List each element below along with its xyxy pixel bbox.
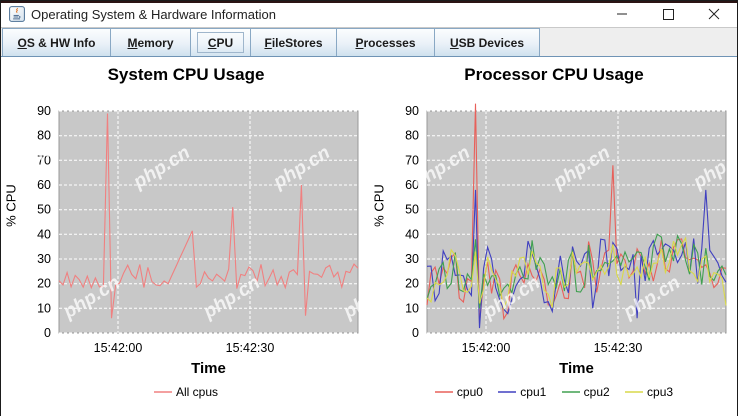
svg-text:30: 30 <box>405 252 419 266</box>
svg-text:80: 80 <box>37 129 51 143</box>
svg-text:20: 20 <box>37 277 51 291</box>
svg-text:70: 70 <box>37 153 51 167</box>
svg-text:40: 40 <box>37 227 51 241</box>
svg-text:15:42:30: 15:42:30 <box>594 341 643 355</box>
svg-text:15:42:00: 15:42:00 <box>462 341 511 355</box>
svg-text:80: 80 <box>405 129 419 143</box>
svg-text:50: 50 <box>405 203 419 217</box>
svg-text:0: 0 <box>44 326 51 340</box>
svg-text:60: 60 <box>405 178 419 192</box>
svg-text:20: 20 <box>405 277 419 291</box>
svg-text:50: 50 <box>37 203 51 217</box>
svg-text:0: 0 <box>412 326 419 340</box>
svg-text:30: 30 <box>37 252 51 266</box>
svg-text:60: 60 <box>37 178 51 192</box>
svg-text:90: 90 <box>37 104 51 118</box>
svg-text:10: 10 <box>405 301 419 315</box>
svg-text:15:42:30: 15:42:30 <box>226 341 275 355</box>
svg-text:40: 40 <box>405 227 419 241</box>
svg-text:90: 90 <box>405 104 419 118</box>
svg-text:70: 70 <box>405 153 419 167</box>
svg-text:10: 10 <box>37 301 51 315</box>
svg-text:15:42:00: 15:42:00 <box>94 341 143 355</box>
